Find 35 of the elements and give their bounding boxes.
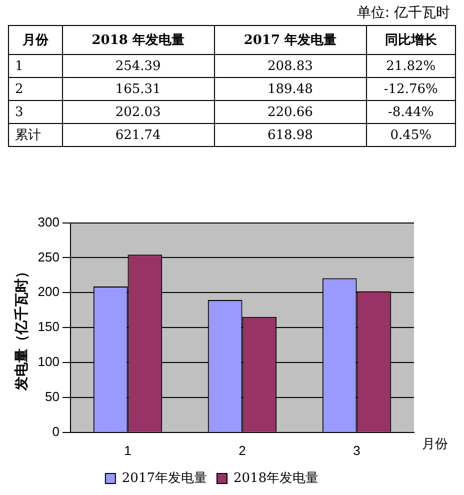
y-tick-label: 300 — [38, 214, 60, 230]
x-axis-title: 月份 — [422, 436, 448, 452]
x-tick-label: 3 — [353, 442, 360, 458]
y-tick-label: 100 — [38, 354, 60, 370]
data-label: 21.82% — [366, 54, 456, 78]
data-label: -12.76% — [366, 78, 456, 100]
data-label: -8.44% — [366, 100, 456, 124]
legend-label: 2017年发电量 — [122, 470, 208, 486]
data-label: 254.39 — [62, 54, 214, 78]
text: 月份 — [8, 26, 62, 54]
y-tick-label: 150 — [38, 319, 60, 334]
x-tick-label: 1 — [124, 442, 132, 458]
category-label: 3 — [8, 100, 62, 124]
data-label: 165.31 — [62, 78, 214, 100]
data-label: 0.45% — [366, 124, 456, 146]
y-tick-label: 200 — [38, 284, 60, 300]
data-label: 202.03 — [62, 100, 214, 124]
legend-label: 2018年发电量 — [234, 470, 319, 486]
data-label: 208.83 — [214, 54, 366, 78]
y-tick-label: 0 — [52, 424, 60, 439]
category-label: 1 — [8, 54, 62, 78]
data-label: 189.48 — [214, 78, 366, 100]
y-tick-label: 250 — [38, 249, 60, 264]
y-tick-label: 50 — [45, 389, 60, 404]
text: 单位: 亿千瓦时 — [356, 4, 450, 22]
legend-label: 2018 年发电量 — [62, 26, 214, 54]
x-tick-label: 2 — [238, 442, 246, 458]
data-label: 220.66 — [214, 100, 366, 124]
category-label: 累计 — [8, 124, 62, 146]
data-label: 618.98 — [214, 124, 366, 146]
data-label: 621.74 — [62, 124, 214, 146]
text: 2017 年发电量 — [214, 26, 366, 54]
y-axis-title: 发电量（亿千瓦时） — [13, 264, 30, 392]
category-label: 2 — [8, 78, 62, 100]
text: 同比增长 — [366, 26, 456, 54]
